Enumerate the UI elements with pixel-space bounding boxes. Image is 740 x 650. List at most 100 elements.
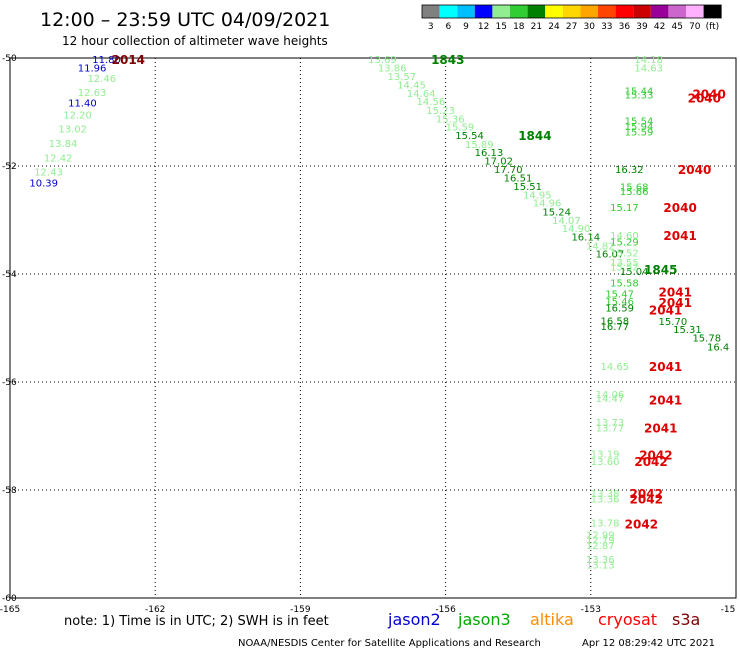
time-label: 2042 <box>630 493 663 507</box>
wave-height-label: 17.70 <box>494 165 523 176</box>
wave-height-label: 15.31 <box>673 325 702 336</box>
wave-height-label: 13.36 <box>591 495 620 506</box>
colorbar-legend: 3 6 9 12 15 18 21 24 27 30 33 36 39 42 45 70 (ft) <box>421 4 722 32</box>
time-label: 2040 <box>663 201 696 215</box>
footer-timestamp: Apr 12 08:29:42 UTC 2021 <box>582 638 715 649</box>
x-tick-label: -153 <box>581 605 601 615</box>
wave-height-label: 14.45 <box>397 80 426 91</box>
colorbar-label: 39 <box>636 22 648 32</box>
colorbar-label: 12 <box>478 22 489 32</box>
wave-height-label: 15.17 <box>610 203 639 214</box>
wave-height-label: 10.39 <box>29 179 58 190</box>
wave-height-label: 14.96 <box>533 199 562 210</box>
wave-height-label: 13.57 <box>388 72 417 83</box>
legend-s3a: s3a <box>672 610 700 629</box>
legend-jason3: jason3 <box>457 610 511 629</box>
colorbar-label: 42 <box>654 22 665 32</box>
colorbar-label: 36 <box>619 22 631 32</box>
wave-height-label: 15.52 <box>610 262 639 273</box>
wave-height-label: 12.20 <box>63 111 92 122</box>
colorbar-label: 70 <box>689 22 701 32</box>
colorbar-label: 24 <box>548 22 560 32</box>
time-label: 2041 <box>649 360 682 374</box>
y-tick-label: -60 <box>2 594 17 604</box>
time-label: 2042 <box>625 517 658 531</box>
wave-height-label: 15.46 <box>605 297 634 308</box>
time-label: 2041 <box>649 393 682 407</box>
wave-height-label: 14.47 <box>596 394 625 405</box>
colorbar-swatch <box>457 5 475 18</box>
footer-credit: NOAA/NESDIS Center for Satellite Applica… <box>238 638 541 649</box>
wave-height-label: 15.51 <box>513 182 542 193</box>
colorbar-label: 33 <box>601 22 612 32</box>
wave-height-label: 15.29 <box>610 238 639 249</box>
colorbar-swatch <box>703 5 722 18</box>
wave-height-label: 16.14 <box>571 233 600 244</box>
wave-height-label: 12.42 <box>44 153 73 164</box>
wave-height-label: 15.66 <box>620 187 649 198</box>
wave-height-label: 13.38 <box>591 489 620 500</box>
time-label: 2041 <box>659 285 692 299</box>
wave-height-label: 13.77 <box>596 423 625 434</box>
time-label: 2042 <box>634 455 667 469</box>
colorbar-swatch <box>474 5 493 18</box>
wave-height-label: 16.4 <box>707 342 729 353</box>
time-label: 2041 <box>644 421 677 435</box>
wave-height-label: 14.60 <box>610 231 639 242</box>
time-label: 2041 <box>663 229 696 243</box>
y-tick-label: -56 <box>2 378 17 388</box>
colorbar-swatch <box>615 5 634 18</box>
colorbar-swatch <box>598 5 616 18</box>
wave-height-label: 13.55 <box>610 258 639 269</box>
time-label: 1844 <box>518 129 551 143</box>
colorbar-label: 21 <box>531 22 542 32</box>
wave-height-label: 15.59 <box>446 123 475 134</box>
wave-height-label: 15.52 <box>610 248 639 259</box>
wave-height-label: 12.99 <box>586 530 615 541</box>
colorbar-label: 3 <box>428 22 434 32</box>
plot-frame <box>9 57 737 599</box>
colorbar-label: 18 <box>513 22 525 32</box>
colorbar-swatch <box>422 5 440 18</box>
wave-height-label: 13.36 <box>586 555 615 566</box>
time-label: 2014 <box>112 53 145 67</box>
x-tick-label: -159 <box>290 605 311 615</box>
time-label: 2042 <box>639 448 672 462</box>
wave-height-label: 14.18 <box>634 55 663 66</box>
x-tick-label: -162 <box>145 605 165 615</box>
colorbar-swatch <box>650 5 669 18</box>
x-tick-label: -156 <box>435 605 456 615</box>
colorbar-label: 27 <box>566 22 577 32</box>
colorbar-swatch <box>510 5 528 18</box>
wave-height-label: 13.60 <box>591 457 620 468</box>
colorbar-label: 6 <box>446 22 452 32</box>
wave-height-label: 15.94 <box>625 122 654 133</box>
wave-height-label: 16.07 <box>596 249 625 260</box>
time-label: 1845 <box>644 263 677 277</box>
wave-height-label: 16.51 <box>504 173 533 184</box>
wave-height-label: 17.02 <box>484 157 513 168</box>
wave-height-label: 15.36 <box>436 114 465 125</box>
wave-height-label: 12.87 <box>586 541 615 552</box>
colorbar-label: 30 <box>583 22 595 32</box>
chart-subtitle: 12 hour collection of altimeter wave hei… <box>62 34 328 48</box>
wave-height-label: 12.63 <box>78 88 107 99</box>
wave-height-label: 15.78 <box>692 334 721 345</box>
wave-height-label: 12.43 <box>34 167 63 178</box>
wave-height-label: 16.58 <box>600 316 629 327</box>
wave-height-label: 15.23 <box>426 106 455 117</box>
colorbar-swatch <box>545 5 563 18</box>
wave-height-label: 13.84 <box>49 139 78 150</box>
colorbar-swatch <box>668 5 686 18</box>
plot-area: -165 -162 -159 -156 -153 -15 -50 -52 -54 -56 -58 -6… <box>0 53 737 615</box>
wave-height-label: 15.24 <box>542 207 571 218</box>
colorbar-swatch <box>562 5 581 18</box>
wave-height-label: 15.68 <box>620 183 649 194</box>
time-label: 2040 <box>688 91 721 105</box>
legend-jason2: jason2 <box>387 610 441 629</box>
wave-height-label: 15.59 <box>625 127 654 138</box>
time-label: 2042 <box>630 487 663 501</box>
y-tick-label: -54 <box>2 270 17 280</box>
x-tick-label: -165 <box>0 605 20 615</box>
